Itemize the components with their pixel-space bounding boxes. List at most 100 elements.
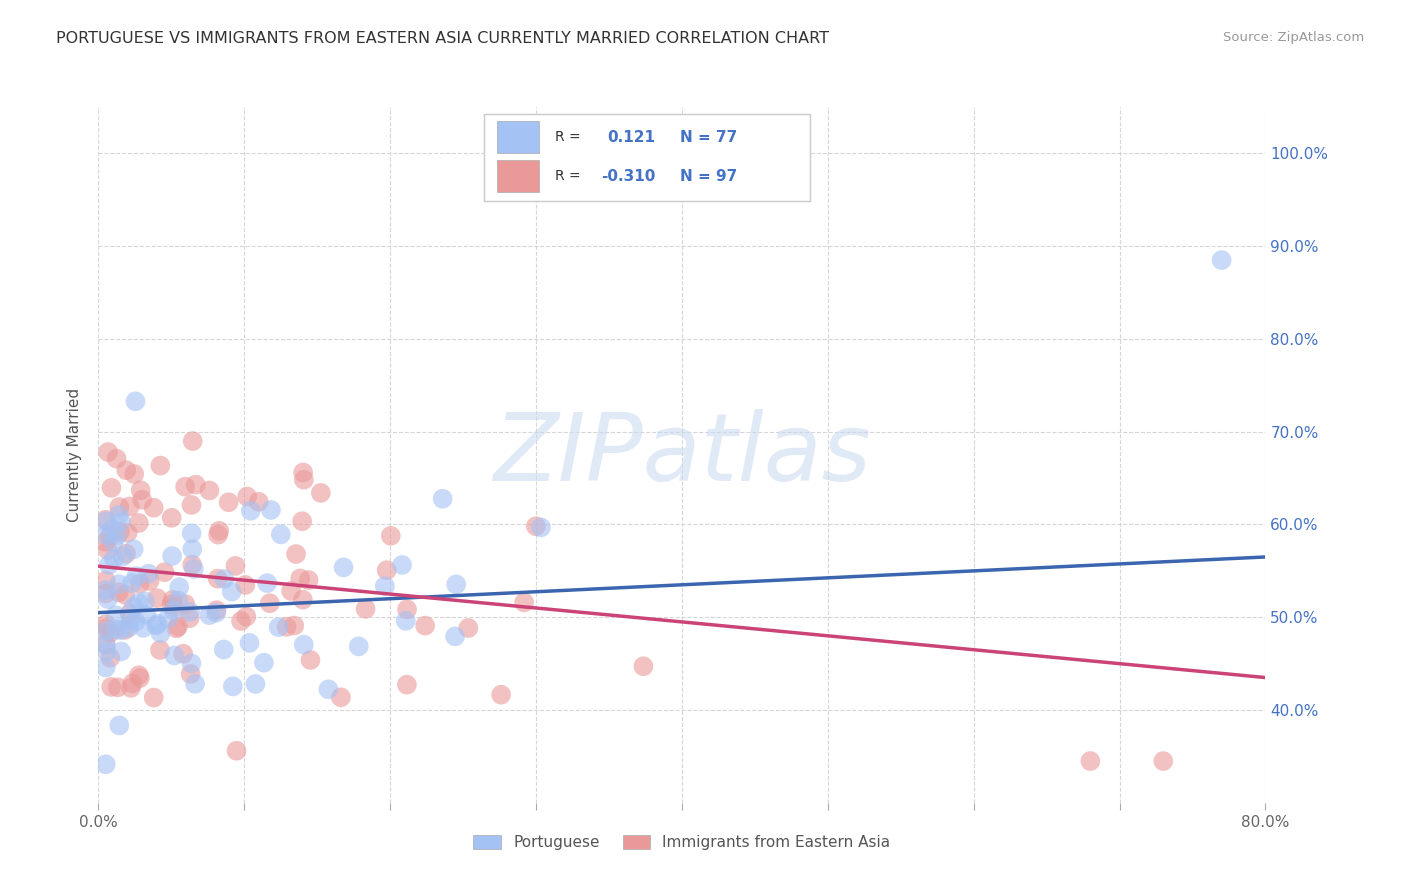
Point <box>380 529 402 543</box>
Point <box>160 511 183 525</box>
Point <box>167 580 190 594</box>
Point <box>98 625 121 640</box>
Point <box>118 620 141 634</box>
Point <box>134 594 156 608</box>
Point <box>208 524 231 538</box>
Point <box>167 593 190 607</box>
Point <box>292 473 315 487</box>
Point <box>489 688 512 702</box>
Point <box>146 591 169 606</box>
Point <box>129 483 152 498</box>
Point <box>163 648 186 663</box>
Point <box>97 445 120 459</box>
Point <box>395 678 418 692</box>
Point <box>125 569 148 583</box>
Point <box>94 638 117 652</box>
Point <box>94 574 117 588</box>
Point <box>121 576 143 591</box>
Point <box>108 718 131 732</box>
Point <box>224 558 246 573</box>
Point <box>184 477 207 491</box>
Point <box>256 576 278 591</box>
Point <box>235 578 257 592</box>
Point <box>513 595 536 609</box>
Point <box>172 647 194 661</box>
Point <box>259 596 281 610</box>
Point <box>221 584 243 599</box>
Point <box>117 525 139 540</box>
Point <box>238 636 260 650</box>
Point <box>122 599 145 614</box>
Point <box>162 603 184 617</box>
Point <box>94 621 117 635</box>
Point <box>181 558 204 572</box>
Point <box>114 588 136 602</box>
Point <box>128 516 150 530</box>
Point <box>94 624 117 638</box>
Point <box>205 606 228 620</box>
Point <box>181 542 204 557</box>
Point <box>229 614 252 628</box>
Point <box>212 572 235 586</box>
Point <box>114 623 136 637</box>
Point <box>292 638 315 652</box>
Point <box>100 680 122 694</box>
Point <box>107 681 129 695</box>
Point <box>280 583 302 598</box>
Point <box>391 558 413 572</box>
Point <box>97 558 120 572</box>
Point <box>146 616 169 631</box>
Point <box>318 682 340 697</box>
Point <box>260 503 283 517</box>
Point <box>94 757 117 772</box>
Point <box>138 566 160 581</box>
Point <box>160 549 183 563</box>
Text: ZIPatlas: ZIPatlas <box>494 409 870 500</box>
Point <box>94 534 117 549</box>
Point <box>128 668 150 682</box>
Point <box>157 611 180 625</box>
Point <box>212 642 235 657</box>
Point <box>332 560 354 574</box>
Point <box>110 623 132 637</box>
Point <box>198 483 221 498</box>
Point <box>166 621 188 635</box>
Point <box>247 494 270 508</box>
Point <box>299 653 322 667</box>
Point <box>131 492 153 507</box>
Point <box>132 621 155 635</box>
Point <box>108 524 131 539</box>
Point <box>104 608 127 623</box>
Point <box>395 602 418 616</box>
Point <box>128 596 150 610</box>
Point <box>267 620 290 634</box>
Point <box>149 458 172 473</box>
Point <box>124 615 146 629</box>
Point <box>153 565 176 579</box>
Point <box>94 582 117 597</box>
Point <box>135 607 157 622</box>
Point <box>103 552 125 566</box>
Point <box>121 676 143 690</box>
Point <box>329 690 352 705</box>
Point <box>530 520 553 534</box>
Point <box>285 547 308 561</box>
Point <box>174 480 197 494</box>
Point <box>292 466 315 480</box>
Point <box>124 394 146 409</box>
Point <box>179 605 201 619</box>
Point <box>524 519 547 533</box>
Point <box>115 547 138 561</box>
Point <box>184 677 207 691</box>
Point <box>107 528 129 542</box>
Point <box>149 643 172 657</box>
Point <box>94 617 117 632</box>
Point <box>218 495 240 509</box>
Point <box>245 677 267 691</box>
Point <box>444 577 467 591</box>
Point <box>198 608 221 623</box>
Point <box>142 500 165 515</box>
Point <box>162 593 184 607</box>
Point <box>374 579 396 593</box>
Point <box>163 600 186 615</box>
